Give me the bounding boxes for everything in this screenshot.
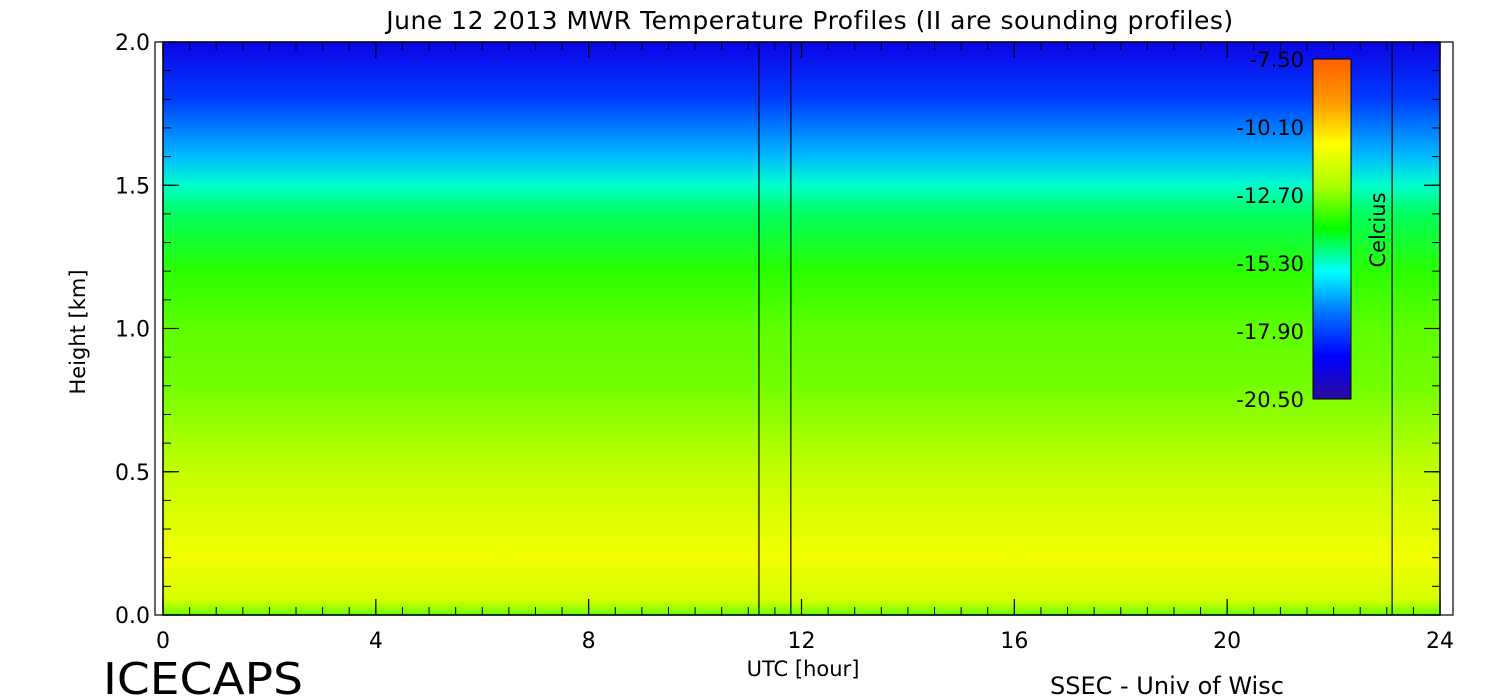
icecaps-credit: ICECAPS — [103, 654, 303, 700]
colorbar-tick-label: -12.70 — [1236, 184, 1304, 208]
colorbar-tick-label: -10.10 — [1236, 116, 1304, 140]
x-tick-label: 12 — [788, 629, 816, 654]
y-tick-label: 0.5 — [115, 461, 150, 486]
y-axis-title: Height [km] — [66, 269, 90, 394]
x-axis-title: UTC [hour] — [747, 657, 860, 681]
x-tick-label: 16 — [1000, 629, 1028, 654]
colorbar-tick-label: -17.90 — [1236, 320, 1304, 344]
axis-ticks: 0 4 8 12 16 20 24 0.0 0.5 1.0 1.5 2.0 — [115, 31, 1454, 654]
y-tick-label: 2.0 — [115, 31, 150, 56]
colorbar-label: Celcius — [1366, 192, 1390, 267]
heatmap-field — [163, 42, 1440, 615]
colorbar: -7.50 -10.10 -12.70 -15.30 -17.90 -20.50 Celc… — [1236, 48, 1390, 412]
sounding-markers — [758, 42, 1393, 615]
x-tick-label: 4 — [369, 629, 383, 654]
x-tick-label: 24 — [1426, 629, 1454, 654]
y-tick-label: 1.5 — [115, 174, 150, 199]
colorbar-tick-label: -20.50 — [1236, 388, 1304, 412]
colorbar-tick-labels: -7.50 -10.10 -12.70 -15.30 -17.90 -20.50 — [1236, 48, 1304, 412]
heatmap-fill — [163, 42, 1440, 615]
outer-frame — [154, 41, 1454, 616]
x-tick-label: 20 — [1213, 629, 1241, 654]
chart-title: June 12 2013 MWR Temperature Profiles (I… — [384, 6, 1233, 35]
x-tick-label: 0 — [156, 629, 170, 654]
colorbar-fill — [1312, 58, 1352, 400]
y-tick-label: 0.0 — [115, 604, 150, 629]
ssec-credit: SSEC - Univ of Wisc — [1050, 672, 1284, 700]
x-tick-label: 8 — [582, 629, 596, 654]
colorbar-tick-label: -7.50 — [1250, 48, 1304, 72]
colorbar-tick-label: -15.30 — [1236, 252, 1304, 276]
y-tick-label: 1.0 — [115, 318, 150, 343]
